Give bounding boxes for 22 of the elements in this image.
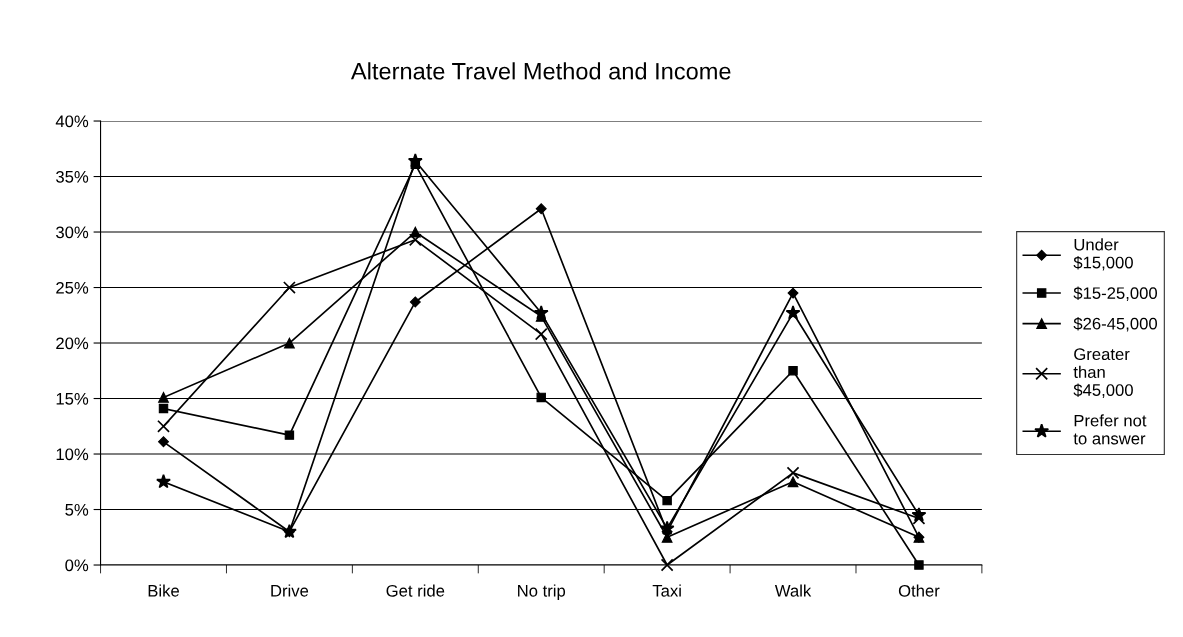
legend-label: Under $15,000 <box>1073 238 1133 271</box>
x-tick-label: Walk <box>774 584 812 597</box>
y-tick-label: 5% <box>65 503 89 516</box>
legend-label: $26-45,000 <box>1073 317 1158 332</box>
y-tick-label: 20% <box>56 337 89 350</box>
legend-label: Prefer not to answer <box>1073 414 1147 445</box>
y-tick-label: 35% <box>56 170 89 183</box>
legend-label: $15-25,000 <box>1073 286 1158 301</box>
y-tick-label: 10% <box>56 448 89 461</box>
y-tick-label: 15% <box>56 393 89 405</box>
y-tick-label: 0% <box>65 559 89 572</box>
y-tick-label: 25% <box>56 281 89 294</box>
x-tick-label: Taxi <box>652 584 681 597</box>
x-tick-label: Bike <box>148 584 179 597</box>
x-tick-label: No trip <box>518 584 566 600</box>
x-tick-label: Get ride <box>386 584 445 597</box>
x-tick-label: Other <box>898 584 940 597</box>
x-tick-label: Drive <box>271 584 309 597</box>
legend-label: Greater than $45,000 <box>1073 348 1133 398</box>
y-tick-label: 30% <box>56 226 89 239</box>
chart-title: Alternate Travel Method and Income <box>350 62 731 80</box>
y-tick-label: 40% <box>55 115 89 128</box>
